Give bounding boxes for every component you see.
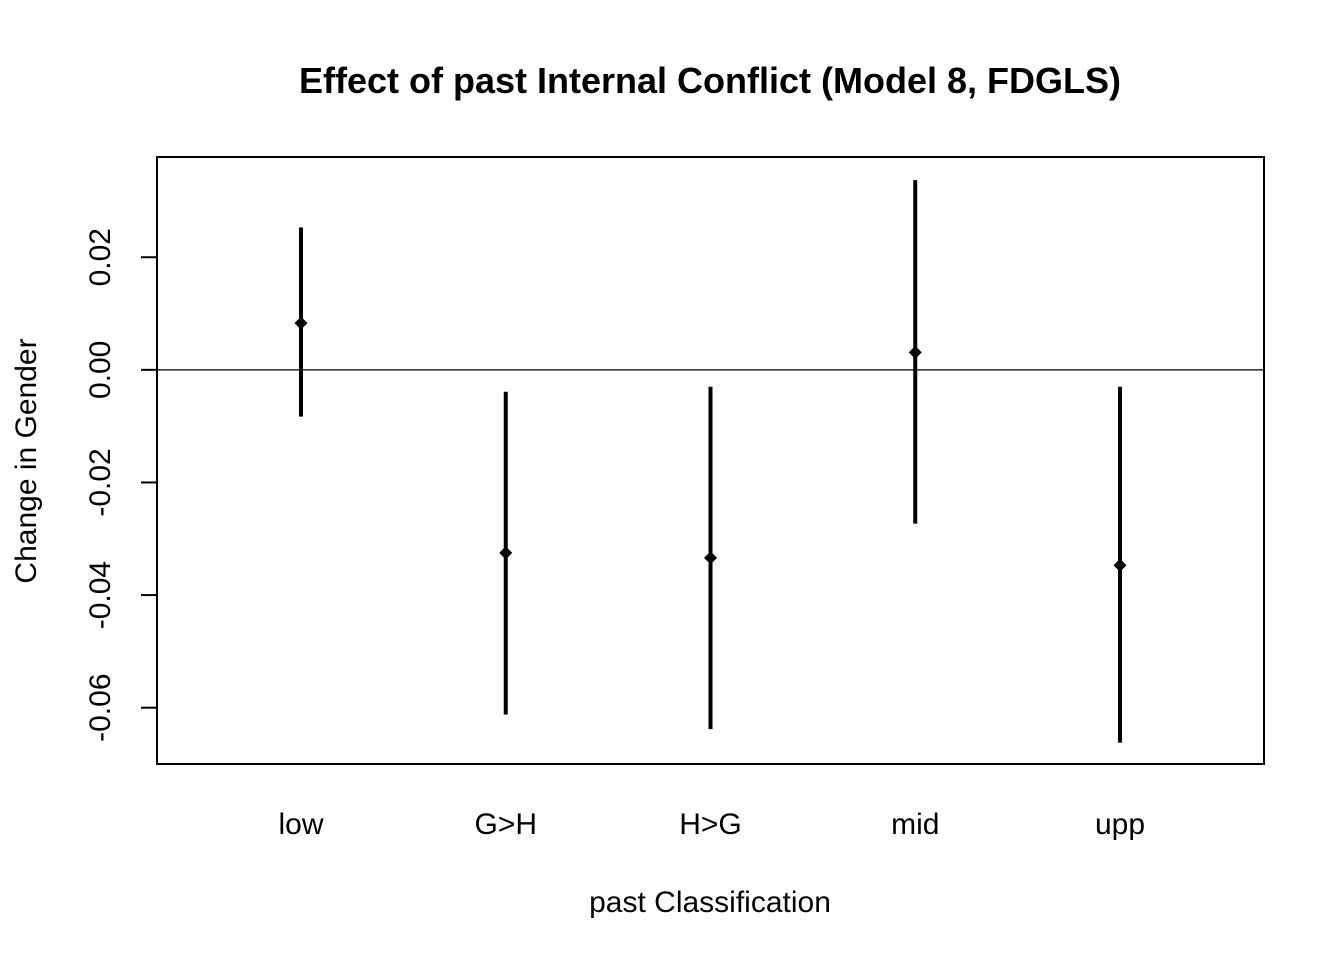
chart-title: Effect of past Internal Conflict (Model …: [299, 60, 1121, 101]
y-tick-label: -0.02: [84, 448, 117, 516]
point-estimate-marker: [294, 316, 308, 330]
x-tick-label: H>G: [679, 808, 742, 841]
y-tick-label: -0.06: [84, 673, 117, 741]
plot-frame: [156, 156, 1265, 765]
y-axis-label: Change in Gender: [10, 338, 43, 583]
point-estimate-marker: [499, 546, 513, 560]
point-estimate-marker: [704, 551, 717, 565]
point-estimate-marker: [908, 345, 922, 359]
x-tick-label: upp: [1095, 808, 1145, 841]
y-tick-label: -0.04: [84, 561, 117, 629]
x-tick-label: low: [278, 808, 323, 841]
y-tick-label: 0.02: [84, 228, 117, 286]
x-axis-label: past Classification: [589, 886, 831, 919]
x-tick-label: G>H: [474, 808, 537, 841]
y-axis: -0.06 -0.04 -0.02 0.00 0.02: [84, 228, 157, 742]
x-axis-tick-labels: low G>H H>G mid upp: [278, 808, 1145, 841]
point-estimate-marker: [1113, 558, 1127, 572]
y-tick-label: 0.00: [84, 341, 117, 399]
point-estimates: [294, 316, 1127, 572]
x-tick-label: mid: [891, 808, 939, 841]
error-bars: [299, 180, 1122, 743]
